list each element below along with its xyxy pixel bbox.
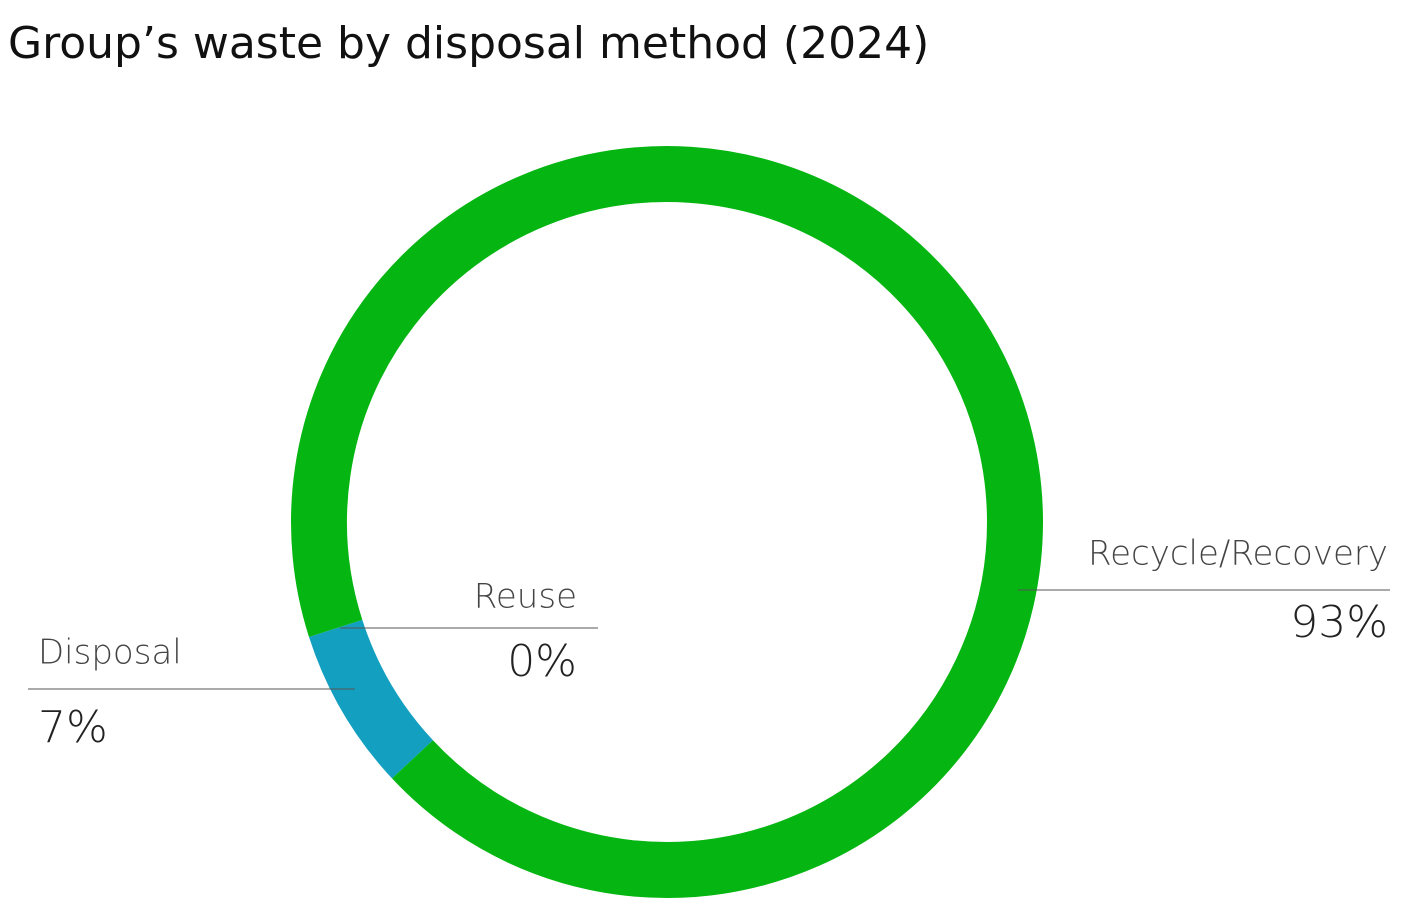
data-label: 0%: [507, 636, 577, 687]
donut-segment: [291, 146, 1043, 898]
data-label: 93%: [1290, 597, 1388, 648]
legend-label: Reuse: [474, 577, 577, 617]
chart-title: Group’s waste by disposal method (2024): [8, 18, 929, 69]
legend-label: Recycle/Recovery: [1088, 534, 1388, 574]
data-label: 7%: [38, 702, 108, 753]
legend-label: Disposal: [38, 633, 182, 673]
donut-segment: [309, 619, 434, 779]
